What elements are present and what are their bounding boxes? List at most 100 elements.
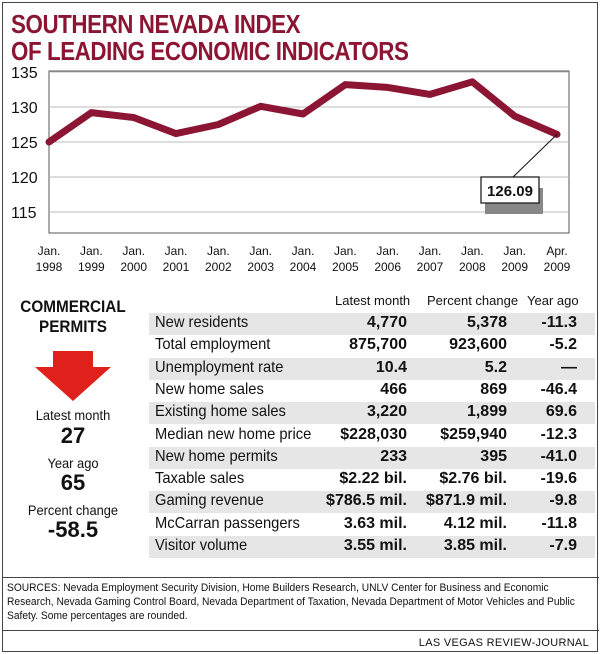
indicator-name: Unemployment rate <box>155 358 284 376</box>
index-line-chart: 115 120 125 130 135 Jan. 1998 Jan. 1999 Jan. 2000 J… <box>11 65 571 274</box>
year-ago-value: -19.6 <box>540 470 577 488</box>
data-point <box>258 104 263 109</box>
latest-month-value: 4,770 <box>366 314 407 331</box>
x-tick-label-month: Jan. <box>38 244 61 258</box>
latest-month-value: 3.55 mil. <box>343 537 407 554</box>
permits-heading-2: PERMITS <box>38 317 108 336</box>
annotation-box <box>480 176 540 204</box>
indicator-name: Taxable sales <box>155 470 245 488</box>
year-ago-value: -11.3 <box>541 314 577 331</box>
plot-area <box>48 70 570 234</box>
sources-text: SOURCES: Nevada Employment Security Divi… <box>7 582 575 622</box>
data-point <box>173 131 179 136</box>
year-ago-value: -41.0 <box>540 447 577 465</box>
permits-change-label: Percent change <box>27 502 119 518</box>
latest-month-value: 10.4 <box>375 358 407 376</box>
percent-change-value: 5.2 <box>484 358 507 376</box>
indicator-name: New home sales <box>155 380 264 398</box>
x-tick-label-year: 2007 <box>417 260 444 274</box>
percent-change-value: $259,940 <box>440 425 507 443</box>
latest-month-value: 3,220 <box>366 403 407 421</box>
indicator-name: Median new home price <box>155 425 312 443</box>
data-point <box>427 92 433 97</box>
x-tick-label-year: 2008 <box>459 260 486 274</box>
table-row: Taxable sales $2.22 bil. $2.76 bil. -19.6 <box>149 469 595 491</box>
table-row: Median new home price $228,030 $259,940 -12… <box>149 425 595 447</box>
indicator-name: Gaming revenue <box>155 492 264 510</box>
y-tick-label: 135 <box>11 65 38 82</box>
percent-change-value: 869 <box>480 380 507 398</box>
percent-change-value: 1,899 <box>466 403 507 421</box>
x-tick-label-year: 2009 <box>544 260 571 274</box>
x-tick-label-month: Jan. <box>292 244 315 258</box>
down-arrow-shape <box>35 351 111 401</box>
header-latest-month: Latest month <box>335 293 411 308</box>
data-point <box>216 122 221 127</box>
x-tick-label-month: Jan. <box>461 244 484 258</box>
permits-latest-value: 27 <box>60 423 86 448</box>
indicator-name: Total employment <box>155 336 271 354</box>
percent-change-value: 923,600 <box>449 336 507 354</box>
y-tick-label: 130 <box>11 100 38 117</box>
x-tick-label-year: 2009 <box>501 260 528 274</box>
permits-change-value: -58.5 <box>47 517 99 542</box>
year-ago-value: -9.8 <box>549 492 577 510</box>
table-row: Gaming revenue $786.5 mil. $871.9 mil. -9.8 <box>149 491 595 514</box>
x-tick-label-year: 1999 <box>78 260 105 274</box>
latest-month-value: $786.5 mil. <box>326 492 407 510</box>
percent-change-value: 395 <box>480 447 507 465</box>
latest-month-value: 233 <box>380 447 407 465</box>
x-tick-label-month: Jan. <box>122 244 145 258</box>
header-year-ago: Year ago <box>527 293 579 308</box>
table-row: New home permits 233 395 -41.0 <box>149 446 595 469</box>
indicator-name: McCarran passengers <box>155 514 300 532</box>
data-point <box>343 82 348 87</box>
latest-month-value: $2.22 bil. <box>339 470 407 488</box>
annotation-leader <box>512 134 558 178</box>
data-point <box>300 111 306 117</box>
x-tick-label-month: Jan. <box>419 244 442 258</box>
header-percent-change: Percent change <box>427 293 519 308</box>
x-tick-label-month: Jan. <box>503 244 526 258</box>
x-tick-label-month: Jan. <box>80 244 103 258</box>
percent-change-value: 4.12 mil. <box>443 514 507 532</box>
x-tick-label-month: Jan. <box>376 244 399 258</box>
table-row: Total employment 875,700 923,600 -5.2 <box>149 335 595 357</box>
indicator-name: Visitor volume <box>155 537 248 554</box>
x-tick-label-year: 2003 <box>247 260 274 274</box>
title-line-1: SOUTHERN NEVADA INDEX <box>11 9 301 39</box>
credit-line: LAS VEGAS REVIEW-JOURNAL <box>418 637 589 649</box>
x-tick-label-year: 2005 <box>332 260 359 274</box>
x-tick-label-year: 1998 <box>36 260 63 274</box>
data-point <box>470 79 475 84</box>
data-point <box>385 85 390 90</box>
table-row: New home sales 466 869 -46.4 <box>149 380 595 402</box>
table-row: McCarran passengers 3.63 mil. 4.12 mil. -11… <box>149 514 595 536</box>
year-ago-value: 69.6 <box>545 403 577 421</box>
table-row: Visitor volume 3.55 mil. 3.85 mil. -7.9 <box>149 536 595 558</box>
year-ago-value: -11.8 <box>541 514 577 532</box>
x-tick-label-month: Jan. <box>249 244 272 258</box>
y-tick-label: 115 <box>11 205 37 222</box>
table-row: New residents 4,770 5,378 -11.3 <box>149 313 595 335</box>
sources-note: SOURCES: Nevada Employment Security Divi… <box>3 577 599 631</box>
x-tick-label-year: 2006 <box>374 260 401 274</box>
annotation-label: 126.09 <box>487 183 533 200</box>
x-tick-label-year: 2002 <box>205 260 232 274</box>
indicator-name: New home permits <box>155 447 278 465</box>
x-tick-label-month: Jan. <box>165 244 188 258</box>
x-tick-label-year: 2001 <box>163 260 190 274</box>
x-tick-label-month: Apr. <box>546 244 567 258</box>
permits-yearago-label: Year ago <box>47 455 99 471</box>
latest-month-value: $228,030 <box>340 425 407 443</box>
data-point <box>89 110 94 115</box>
year-ago-value: — <box>561 358 577 376</box>
data-point <box>131 115 136 120</box>
percent-change-value: 5,378 <box>466 314 507 331</box>
permits-heading-1: COMMERCIAL <box>20 297 126 316</box>
table-row: Unemployment rate 10.4 5.2 — <box>149 357 595 380</box>
year-ago-value: -46.4 <box>540 380 577 398</box>
latest-month-value: 875,700 <box>349 336 407 354</box>
percent-change-value: $871.9 mil. <box>426 492 507 510</box>
